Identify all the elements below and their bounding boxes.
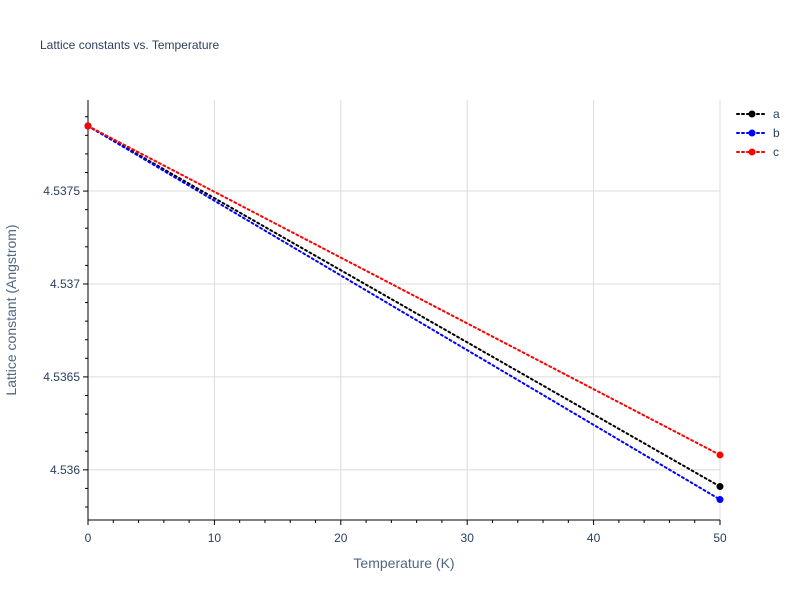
x-tick-label: 10 (208, 531, 222, 545)
y-tick-label: 4.5375 (43, 184, 80, 198)
y-tick-label: 4.536 (50, 463, 80, 477)
x-tick-label: 0 (85, 531, 92, 545)
y-tick-label: 4.5365 (43, 370, 80, 384)
grid-layer (88, 100, 721, 520)
data-point-c (716, 451, 724, 459)
legend-item-b[interactable]: b (736, 126, 780, 140)
data-point-c (84, 122, 92, 130)
x-tick-label: 50 (713, 531, 727, 545)
legend-label: a (773, 107, 780, 121)
y-tick-label: 4.537 (50, 277, 80, 291)
legend-item-a[interactable]: a (736, 107, 780, 121)
series-line-b (87, 125, 721, 501)
axis-layer: 0 10 20 30 40 50 4.536 4.5365 4.537 4.5375 (43, 100, 727, 545)
legend-label: c (773, 145, 779, 159)
data-point-b (716, 496, 724, 504)
x-tick-label: 40 (587, 531, 601, 545)
legend-swatch-marker (748, 148, 756, 156)
x-tick-label: 20 (334, 531, 348, 545)
legend-swatch-marker (748, 129, 756, 137)
legend-swatch-marker (748, 110, 756, 118)
x-axis-title: Temperature (K) (353, 555, 454, 571)
series-line-c (87, 125, 721, 456)
x-tick-label: 30 (461, 531, 475, 545)
series-line-a (87, 125, 721, 488)
legend-item-c[interactable]: c (736, 145, 779, 159)
y-axis-title: Lattice constant (Angstrom) (3, 224, 19, 395)
series-layer (84, 122, 724, 504)
legend[interactable]: abc (736, 107, 780, 159)
legend-label: b (773, 126, 780, 140)
chart-title: Lattice constants vs. Temperature (40, 38, 220, 52)
data-point-a (716, 483, 724, 491)
